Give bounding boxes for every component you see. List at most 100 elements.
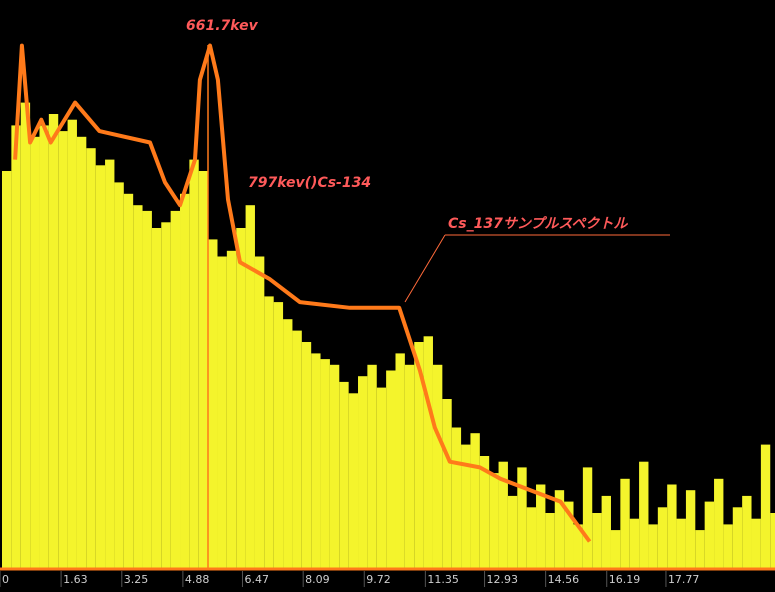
- spectrum-bar: [723, 524, 733, 570]
- spectrum-bar: [620, 478, 630, 570]
- spectrum-bar: [151, 228, 162, 570]
- annotation: Cs_137サンプルスペクトル: [448, 216, 628, 232]
- x-tick-label: 0: [2, 573, 9, 586]
- spectrum-bar: [461, 444, 471, 570]
- spectrum-bar: [489, 473, 499, 570]
- spectrum-bar: [339, 381, 349, 570]
- x-tick-label: 12.93: [487, 573, 519, 586]
- spectrum-bar: [685, 490, 696, 570]
- spectrum-bar: [760, 444, 771, 570]
- spectrum-bar: [404, 364, 415, 570]
- spectrum-bar: [58, 131, 68, 570]
- spectrum-bar: [667, 484, 677, 570]
- spectrum-bar: [414, 342, 424, 570]
- spectrum-bar: [432, 364, 443, 570]
- x-tick-label: 14.56: [548, 573, 580, 586]
- spectrum-bar: [114, 182, 124, 570]
- spectrum-bar: [442, 399, 452, 570]
- spectrum-bar: [526, 507, 537, 570]
- spectrum-bar: [292, 330, 302, 570]
- spectrum-bar: [376, 387, 387, 570]
- spectrum-bar: [582, 467, 593, 570]
- spectrum-bar: [67, 119, 77, 570]
- spectrum-bar: [142, 210, 152, 570]
- spectrum-bar: [554, 490, 565, 570]
- spectrum-bar: [208, 239, 218, 570]
- spectrum-bar: [236, 228, 246, 570]
- spectrum-bar: [123, 193, 134, 571]
- spectrum-bar: [348, 393, 359, 570]
- spectrum-bar: [264, 296, 274, 570]
- spectrum-bar: [358, 376, 368, 570]
- x-tick-label: 3.25: [124, 573, 148, 586]
- spectrum-bar: [479, 456, 490, 570]
- spectrum-bar: [507, 495, 518, 570]
- spectrum-bar: [648, 524, 658, 570]
- spectrum-bar: [39, 125, 49, 571]
- spectrum-bar: [639, 461, 649, 570]
- x-tick-label: 6.47: [244, 573, 269, 586]
- spectrum-bar: [657, 507, 668, 570]
- spectrum-bar: [592, 513, 602, 570]
- spectrum-bar: [283, 319, 293, 570]
- spectrum-bar: [226, 250, 237, 571]
- spectrum-bar: [329, 364, 340, 570]
- spectrum-bar: [245, 205, 255, 570]
- spectrum-bar: [76, 136, 87, 571]
- spectrum-bar: [320, 359, 330, 570]
- spectrum-bar: [367, 364, 377, 570]
- spectrum-bar: [629, 518, 640, 570]
- x-tick-label: 17.77: [668, 573, 700, 586]
- spectrum-bar: [11, 125, 21, 571]
- annotation: 661.7kev: [186, 18, 259, 34]
- spectrum-bar: [470, 433, 480, 570]
- spectrum-bar: [133, 205, 143, 570]
- spectrum-bar: [545, 513, 555, 570]
- spectrum-bar: [273, 302, 284, 570]
- spectrum-bar: [395, 353, 405, 570]
- spectrum-bar: [180, 193, 190, 571]
- spectrum-bar: [517, 467, 527, 570]
- spectrum-bar: [695, 530, 705, 570]
- spectrum-bar: [610, 530, 621, 570]
- overlay-line: [13, 43, 592, 543]
- spectrum-bar: [105, 159, 115, 570]
- spectrum-bar: [254, 256, 265, 570]
- spectrum-bar: [573, 524, 583, 570]
- spectrum-bar: [86, 148, 96, 570]
- spectrum-bar: [751, 518, 761, 570]
- spectrum-bars: [2, 102, 775, 571]
- spectrum-bar: [423, 336, 433, 570]
- spectrum-bar: [732, 507, 743, 570]
- spectrum-bar: [161, 222, 171, 571]
- x-tick-label: 11.35: [427, 573, 459, 586]
- leader-line: [404, 234, 446, 303]
- x-tick-label: 16.19: [609, 573, 641, 586]
- spectrum-bar: [311, 353, 321, 570]
- annotation: 797kev()Cs-134: [248, 175, 371, 191]
- spectrum-bar: [676, 518, 686, 570]
- spectrum-bar: [742, 495, 752, 570]
- spectrum-bar: [217, 256, 227, 570]
- spectrum-bar: [770, 513, 775, 570]
- x-tick-label: 9.72: [366, 573, 391, 586]
- spectrum-bar: [451, 427, 462, 570]
- spectrum-bar: [30, 136, 40, 571]
- x-tick-label: 4.88: [185, 573, 210, 586]
- spectrum-bar: [2, 171, 12, 570]
- spectrum-bar: [601, 495, 611, 570]
- spectrum-bar: [386, 370, 396, 570]
- spectrum-bar: [704, 501, 715, 570]
- x-tick-label: 1.63: [63, 573, 87, 586]
- spectrum-bar: [189, 159, 199, 570]
- spectrum-bar: [564, 501, 574, 570]
- spectrum-bar: [170, 210, 181, 570]
- spectrum-bar: [714, 478, 724, 570]
- overlay: [13, 43, 592, 543]
- spectrum-bar: [48, 114, 59, 570]
- x-tick-label: 8.09: [305, 573, 330, 586]
- spectrum-bar: [498, 461, 508, 570]
- spectrum-bar: [95, 165, 106, 571]
- spectrum-bar: [198, 171, 209, 570]
